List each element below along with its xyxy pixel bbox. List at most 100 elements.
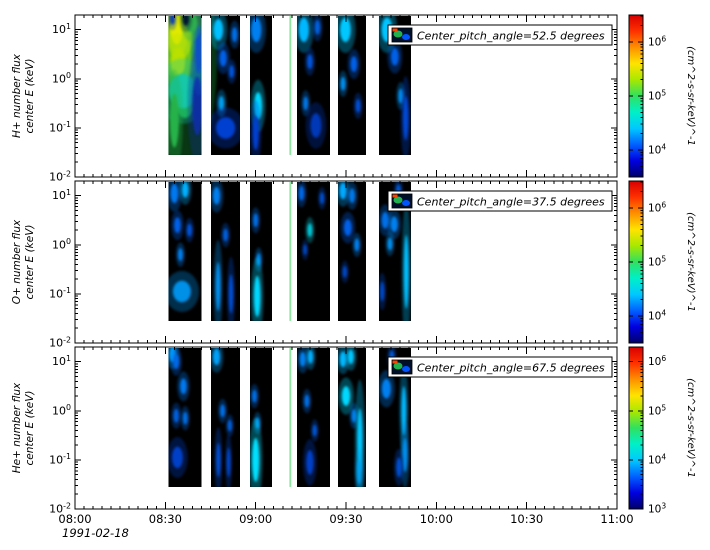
flux-blob (303, 96, 309, 111)
flux-blob (319, 192, 325, 205)
flux-blob (342, 265, 347, 278)
flux-blob (174, 217, 181, 234)
flux-blob (355, 98, 361, 113)
flux-blob (253, 275, 261, 317)
colorbar-tick-label: 105 (648, 403, 666, 417)
flux-blob (227, 419, 232, 432)
x-tick-label: 09:00 (239, 512, 272, 526)
y-tick-label: 101 (52, 188, 71, 202)
legend-label: Center_pitch_angle=52.5 degrees (417, 30, 605, 43)
colorbar (628, 346, 644, 510)
flux-blob (187, 223, 192, 237)
legend-box (387, 190, 613, 212)
x-tick-label: 10:30 (510, 512, 543, 526)
flux-blob (339, 182, 347, 200)
plot-frame (74, 14, 618, 178)
colorbar-tick-label: 104 (648, 452, 666, 466)
y-axis-label: O+ number flux (11, 219, 23, 304)
colorbar-tick-label: 104 (648, 143, 666, 157)
plot-frame (74, 180, 618, 344)
flux-blob (182, 15, 190, 26)
flux-blob (380, 281, 385, 302)
x-tick-label: 08:00 (58, 512, 91, 526)
y-axis-label: He+ number flux (11, 382, 23, 473)
flux-blob (216, 442, 221, 478)
legend-colormap-icon (391, 193, 413, 209)
y-axis-label: center E (keV) (24, 58, 36, 133)
y-tick-label: 100 (52, 403, 71, 417)
flux-blob (218, 96, 225, 111)
flux-blob (173, 354, 180, 370)
flux-blob (212, 348, 221, 366)
y-tick-label: 10-2 (49, 335, 71, 349)
flux-blob (306, 450, 314, 475)
flux-blob (350, 56, 358, 72)
flux-blob (356, 459, 362, 485)
flux-blob (252, 115, 259, 150)
x-tick-label: 08:30 (149, 512, 182, 526)
flux-blob (354, 238, 360, 252)
flux-blob (339, 351, 347, 368)
y-axis-label: center E (keV) (24, 390, 36, 465)
flux-blob (173, 408, 179, 423)
legend-colormap-icon (391, 27, 413, 43)
flux-blob (307, 349, 314, 364)
panel-h-plus: 101 100 10-1 10-2 H+ number flux center E (ke… (11, 14, 696, 184)
flux-blob (402, 96, 409, 141)
y-tick-label: 10-1 (49, 120, 71, 134)
flux-blob (307, 54, 313, 69)
flux-blob (396, 457, 402, 478)
flux-blob (307, 223, 313, 237)
colorbar-unit-label: (cm^2-s-sr-keV)^-1 (685, 378, 696, 478)
colorbar-tick-label: 106 (648, 354, 666, 368)
flux-blob (215, 262, 221, 312)
flux-blob (340, 76, 346, 91)
colorbar-ticks (629, 15, 643, 172)
flux-blob (231, 27, 238, 42)
y-axis-label: center E (keV) (24, 224, 36, 299)
flux-blobs (168, 181, 411, 321)
x-tick-label: 09:30 (329, 512, 362, 526)
flux-blob (226, 447, 231, 478)
y-tick-label: 101 (52, 354, 71, 368)
flux-blob (299, 351, 306, 367)
flux-blob (314, 19, 321, 35)
colorbar-tick-label: 105 (648, 89, 666, 103)
flux-blob (182, 411, 188, 425)
legend-box (387, 24, 613, 46)
colorbar-tick-label: 106 (648, 35, 666, 49)
flux-blob (339, 17, 351, 42)
y-tick-label: 100 (52, 237, 71, 251)
flux-blob (213, 18, 224, 41)
flux-blob (215, 117, 236, 139)
flux-blob (172, 280, 191, 303)
y-tick-label: 10-1 (49, 286, 71, 300)
flux-blobs (168, 15, 411, 155)
colorbar-tick-label: 106 (648, 201, 666, 215)
data-sliver (289, 347, 292, 487)
flux-blob (229, 65, 234, 78)
flux-blobs (168, 347, 410, 487)
panel-o-plus: 101 100 10-1 10-2 O+ number flux center E (ke… (11, 180, 696, 350)
colorbar-tick-label: 103 (648, 502, 666, 516)
flux-blob (253, 213, 259, 228)
y-tick-label: 10-2 (49, 169, 71, 183)
flux-blob (381, 211, 389, 229)
y-axis-label: H+ number flux (11, 53, 23, 138)
legend-colormap-icon (391, 359, 413, 375)
flux-blob (177, 248, 183, 262)
flux-blob (310, 113, 322, 138)
flux-blob (298, 17, 309, 42)
flux-blob (347, 349, 354, 365)
y-tick-label: 100 (52, 71, 71, 85)
x-tick-label: 10:00 (420, 512, 453, 526)
flux-blob (303, 244, 307, 256)
colorbar-ticks (629, 361, 643, 510)
data-sliver (289, 15, 292, 155)
y-tick-label: 101 (52, 22, 71, 36)
flux-blob (390, 47, 399, 66)
plot-frame (74, 346, 618, 510)
flux-blob (349, 188, 356, 204)
